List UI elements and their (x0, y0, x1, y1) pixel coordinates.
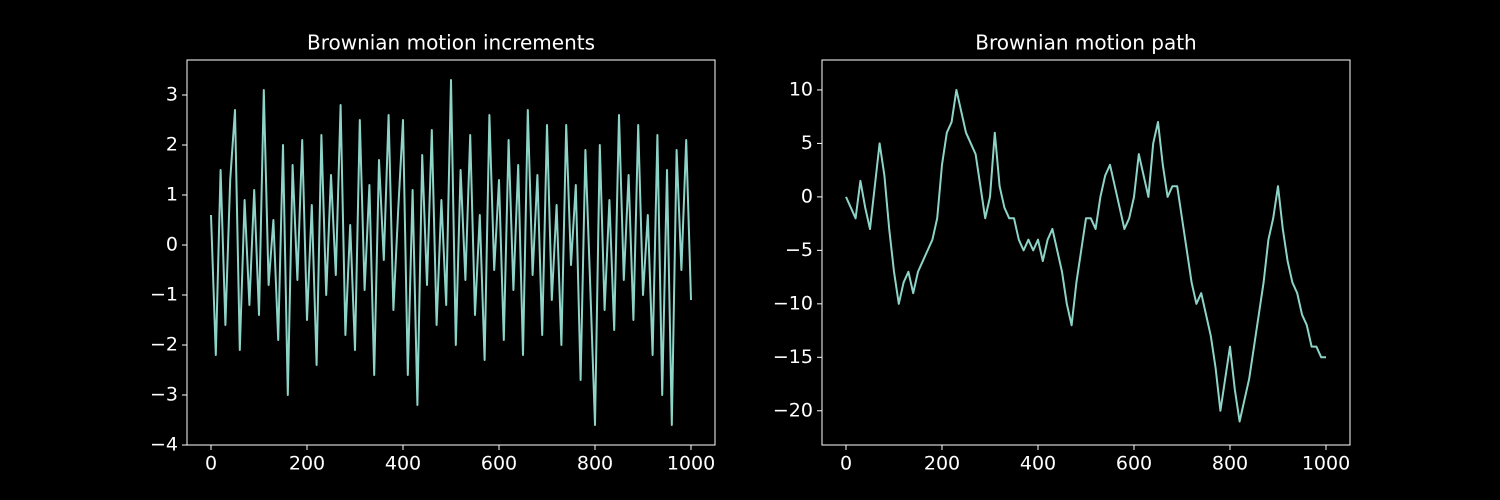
y-tick-label: 1 (166, 184, 178, 206)
y-tick-label: −5 (785, 239, 813, 261)
data-line (845, 88, 1326, 423)
y-tick-label: 0 (166, 234, 178, 256)
y-tick-label: −15 (773, 346, 813, 368)
y-tick-label: 5 (801, 132, 813, 154)
x-tick-label: 200 (289, 453, 325, 475)
x-tick-label: 400 (385, 453, 421, 475)
x-tick-label: 1000 (1302, 453, 1350, 475)
y-tick-label: −1 (150, 284, 178, 306)
x-tick-label: 0 (840, 453, 852, 475)
y-tick-label: −20 (773, 399, 813, 421)
x-tick-label: 1000 (667, 453, 715, 475)
chart-title: Brownian motion path (975, 31, 1196, 55)
y-tick-label: 3 (166, 84, 178, 106)
y-tick-label: 10 (789, 78, 813, 100)
x-tick-label: 0 (205, 453, 217, 475)
x-tick-label: 800 (577, 453, 613, 475)
y-tick-label: 0 (801, 185, 813, 207)
x-tick-label: 200 (924, 453, 960, 475)
x-tick-label: 600 (1116, 453, 1152, 475)
y-tick-label: −4 (150, 434, 178, 456)
x-tick-label: 800 (1212, 453, 1248, 475)
axes-frame (186, 59, 716, 446)
data-line (210, 79, 692, 426)
chart-title: Brownian motion increments (307, 31, 595, 55)
x-tick-label: 400 (1020, 453, 1056, 475)
y-tick-label: −10 (773, 292, 813, 314)
y-tick-label: −2 (150, 334, 178, 356)
y-tick-label: −3 (150, 384, 178, 406)
y-tick-label: 2 (166, 134, 178, 156)
axes-frame (821, 59, 1351, 446)
x-tick-label: 600 (481, 453, 517, 475)
